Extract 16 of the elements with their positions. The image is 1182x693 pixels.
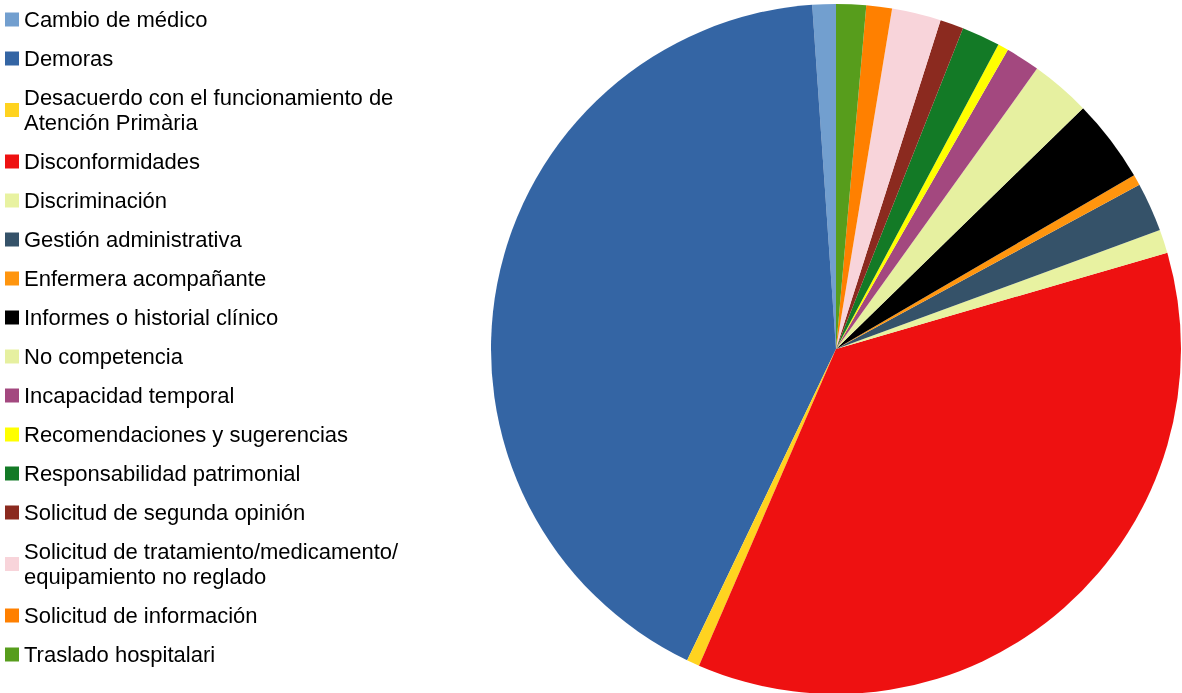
legend-label: Responsabilidad patrimonial	[24, 461, 301, 486]
legend-label: Incapacidad temporal	[24, 383, 235, 408]
legend-label: Solicitud de información	[24, 603, 258, 628]
legend-label: Enfermera acompañante	[24, 266, 267, 291]
legend-label: Cambio de médico	[24, 7, 208, 32]
legend-label: Desacuerdo con el funcionamiento de Atención Primària	[24, 85, 400, 135]
legend-label: Gestión administrativa	[24, 227, 243, 252]
legend-label: Demoras	[24, 46, 114, 71]
legend-label: Solicitud de tratamiento/medicamento/equipamiento no reglado	[24, 539, 400, 589]
legend-label: Discriminación	[24, 188, 168, 213]
legend-label: Recomendaciones y sugerencias	[24, 422, 349, 447]
legend-label: Informes o historial clínico	[24, 305, 279, 330]
legend-label: No competencia	[24, 344, 184, 369]
legend-label: Traslado hospitalari	[24, 642, 216, 667]
legend-label: Solicitud de segunda opinión	[24, 500, 306, 525]
legend-label: Disconformidades	[24, 149, 201, 174]
